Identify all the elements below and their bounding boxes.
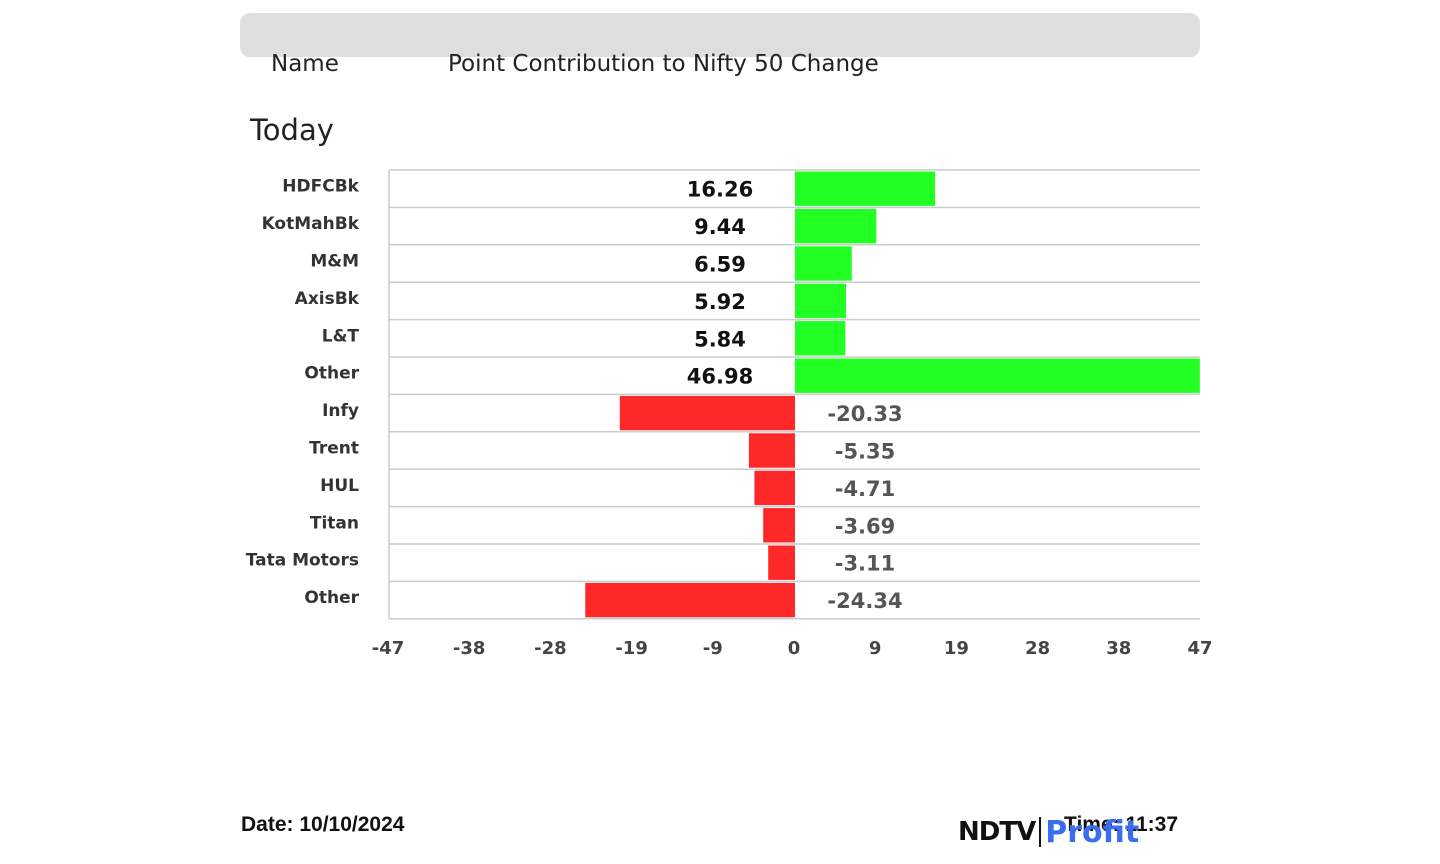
x-tick-label: -19	[615, 638, 648, 659]
ndtv-profit-logo: NDTV Profit	[958, 814, 1139, 850]
category-label: Other	[304, 364, 359, 384]
category-label: AxisBk	[295, 289, 360, 309]
x-tick-label: 28	[1025, 638, 1050, 659]
data-label: -24.34	[827, 589, 902, 613]
data-label: 16.26	[687, 178, 753, 202]
data-label: 6.59	[694, 253, 746, 277]
x-tick-label: -28	[534, 638, 567, 659]
data-label: 9.44	[694, 215, 746, 239]
logo-divider	[1039, 817, 1042, 847]
positive-bar	[795, 246, 852, 281]
category-label: HDFCBk	[282, 177, 359, 197]
positive-bar	[795, 283, 847, 319]
negative-bar	[748, 433, 795, 468]
negative-bar	[619, 395, 795, 431]
data-label: -3.69	[835, 514, 896, 538]
category-label: Other	[304, 588, 359, 608]
period-label: Today	[250, 113, 334, 147]
data-label: 46.98	[687, 365, 753, 389]
data-label: 5.84	[694, 327, 746, 351]
x-tick-label: 38	[1106, 638, 1131, 659]
x-tick-label: -47	[372, 638, 405, 659]
negative-bar	[585, 582, 795, 618]
data-label: -5.35	[835, 440, 896, 464]
logo-profit-text: Profit	[1045, 814, 1140, 850]
data-label: 5.92	[694, 290, 746, 314]
positive-bar	[795, 171, 936, 206]
name-column-header: Name	[271, 51, 339, 77]
x-tick-label: 19	[944, 638, 969, 659]
data-label: -3.11	[835, 552, 896, 576]
x-tick-label: 0	[788, 638, 801, 659]
x-tick-label: 9	[869, 638, 882, 659]
negative-bar	[768, 545, 795, 580]
date-label: Date: 10/10/2024	[241, 813, 405, 836]
category-label: Tata Motors	[246, 551, 359, 571]
x-tick-label: -38	[453, 638, 486, 659]
logo-ndtv-text: NDTV	[958, 817, 1036, 847]
data-label: -4.71	[835, 477, 896, 501]
category-label: HUL	[320, 476, 359, 496]
x-tick-label: 47	[1187, 638, 1212, 659]
category-label: Trent	[309, 439, 359, 459]
positive-bar	[795, 321, 846, 356]
chart-title: Point Contribution to Nifty 50 Change	[448, 51, 879, 77]
category-label: Infy	[322, 401, 359, 421]
header-bar	[240, 13, 1200, 57]
category-label: M&M	[310, 252, 359, 272]
time-label: Time: 11:37	[1064, 813, 1179, 836]
positive-bar	[795, 208, 877, 244]
category-label: KotMahBk	[262, 214, 360, 234]
negative-bar	[763, 508, 795, 543]
category-label: L&T	[322, 326, 360, 346]
category-label: Titan	[310, 513, 359, 533]
negative-bar	[754, 470, 795, 506]
data-label: -20.33	[827, 402, 902, 426]
positive-bar	[795, 358, 1200, 393]
x-tick-label: -9	[703, 638, 723, 659]
